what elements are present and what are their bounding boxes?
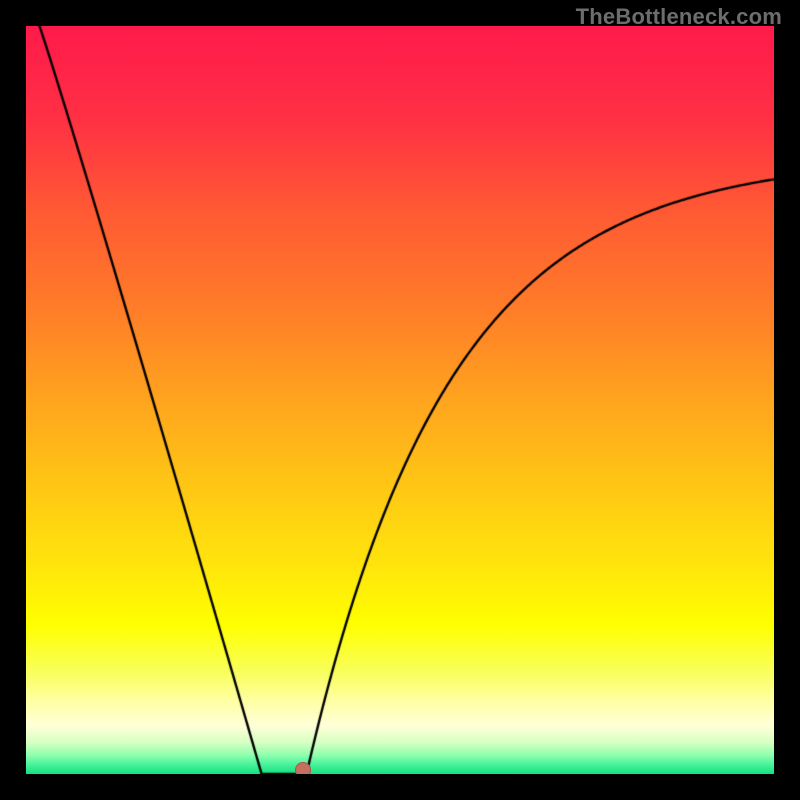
plot-area bbox=[26, 26, 774, 774]
bottleneck-curve bbox=[26, 26, 774, 774]
chart-frame: TheBottleneck.com bbox=[0, 0, 800, 800]
optimal-point-marker bbox=[295, 762, 311, 775]
